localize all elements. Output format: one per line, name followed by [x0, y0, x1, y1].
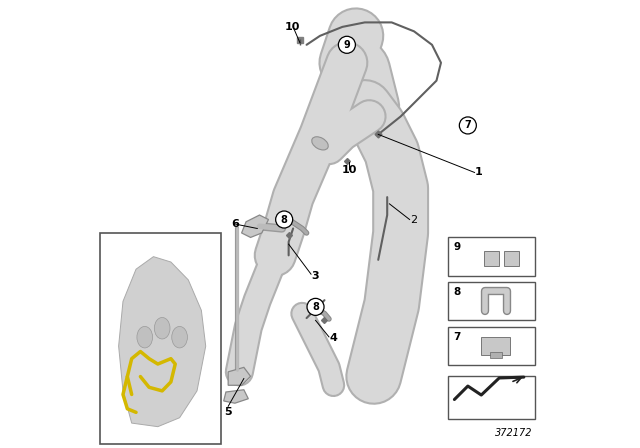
Text: 6: 6 — [231, 219, 239, 229]
Circle shape — [307, 298, 324, 315]
Ellipse shape — [172, 327, 188, 348]
Circle shape — [276, 211, 292, 228]
Text: 10: 10 — [285, 22, 300, 32]
Ellipse shape — [137, 327, 152, 348]
Text: 7: 7 — [465, 121, 471, 130]
FancyBboxPatch shape — [484, 251, 499, 266]
FancyBboxPatch shape — [448, 376, 535, 419]
FancyBboxPatch shape — [448, 282, 535, 320]
Circle shape — [339, 36, 355, 53]
Polygon shape — [223, 390, 248, 403]
Ellipse shape — [312, 137, 328, 150]
Text: 4: 4 — [330, 333, 337, 343]
FancyBboxPatch shape — [448, 237, 535, 276]
FancyBboxPatch shape — [448, 327, 535, 365]
Text: 8: 8 — [312, 302, 319, 312]
Text: 9: 9 — [344, 40, 350, 50]
FancyBboxPatch shape — [481, 337, 510, 355]
FancyBboxPatch shape — [100, 233, 221, 444]
Polygon shape — [241, 215, 269, 237]
Polygon shape — [118, 257, 205, 426]
Text: 10: 10 — [341, 165, 357, 175]
Polygon shape — [228, 367, 250, 385]
Text: 372172: 372172 — [495, 428, 532, 438]
Text: 8: 8 — [454, 287, 461, 297]
FancyBboxPatch shape — [490, 352, 502, 358]
Circle shape — [460, 117, 476, 134]
FancyBboxPatch shape — [504, 251, 519, 266]
Text: 7: 7 — [454, 332, 461, 341]
Text: 1: 1 — [475, 168, 483, 177]
Text: 9: 9 — [454, 242, 461, 252]
Text: 5: 5 — [225, 407, 232, 417]
Text: 2: 2 — [410, 215, 418, 224]
Ellipse shape — [154, 318, 170, 339]
Text: 8: 8 — [281, 215, 287, 224]
Text: 3: 3 — [312, 271, 319, 280]
